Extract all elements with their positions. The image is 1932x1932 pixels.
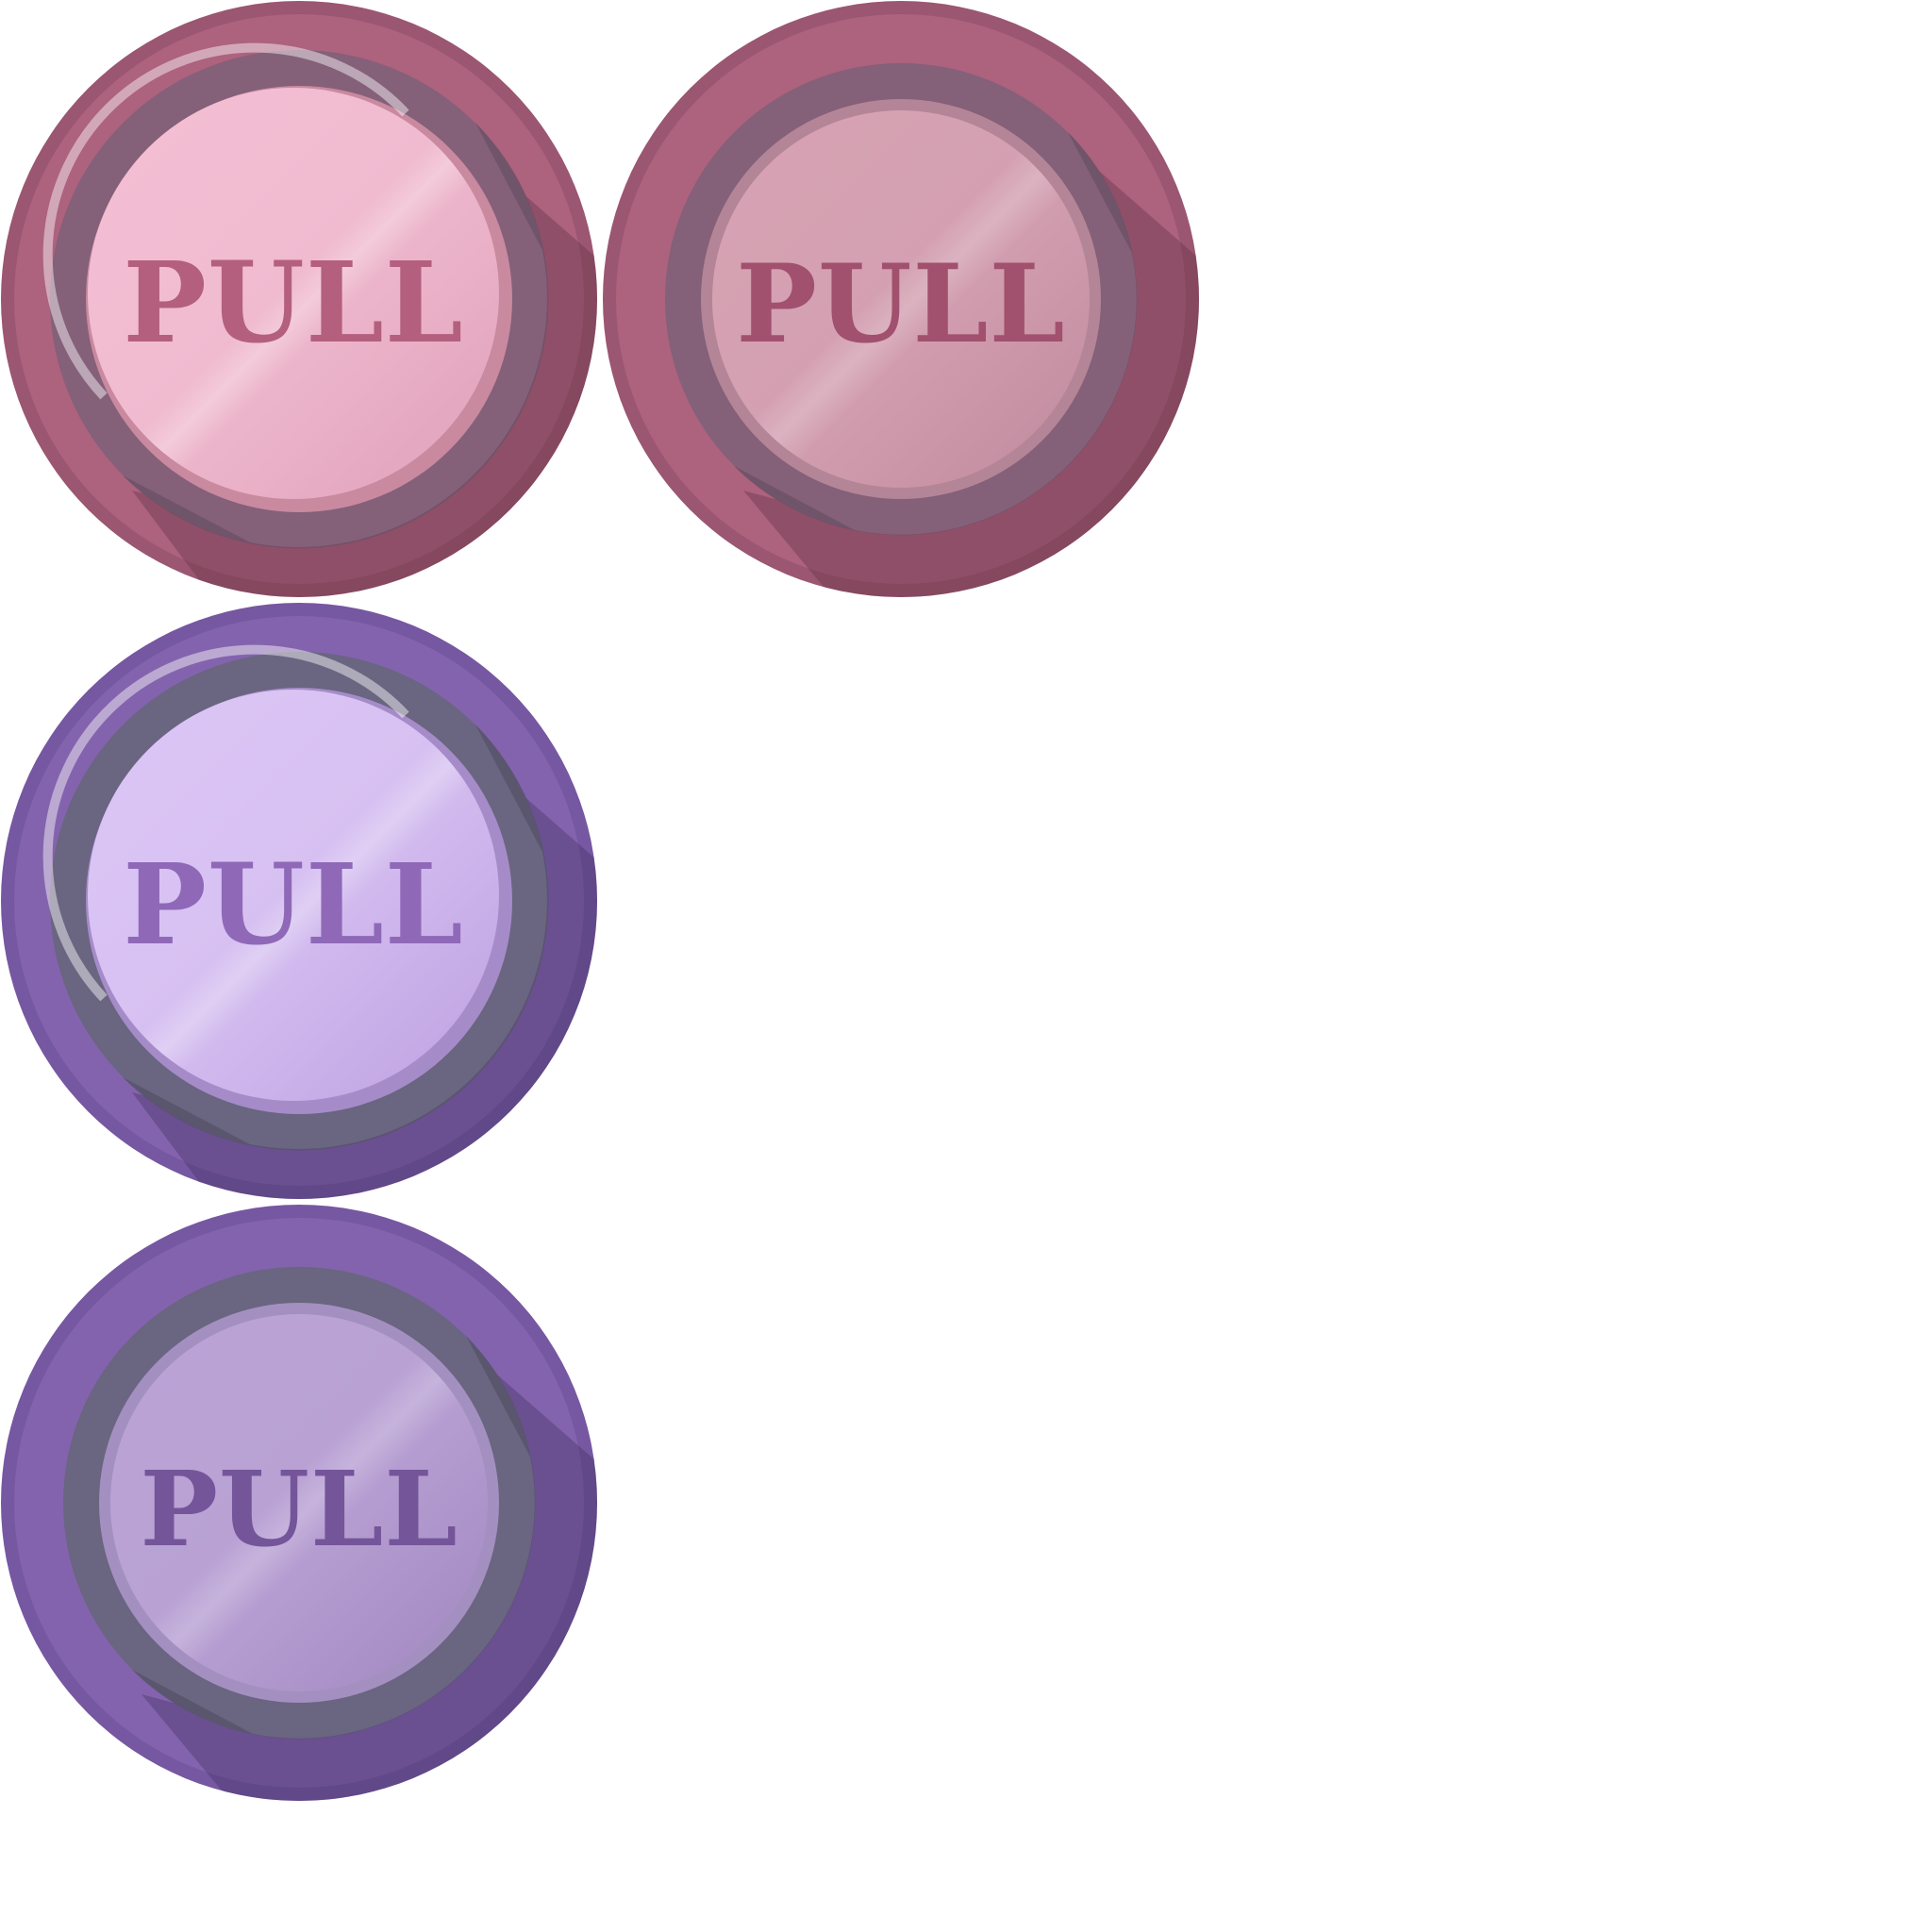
- button-face-gloss: [110, 1314, 488, 1691]
- button-face-highlight: [42, 644, 409, 1002]
- pull-label: PULL: [736, 241, 1065, 367]
- button-face-gloss: [712, 110, 1090, 488]
- button-ring-shade: [123, 724, 549, 1151]
- button-face-highlight: [42, 42, 409, 400]
- button-ring-shade: [123, 123, 549, 549]
- pull-button-purple[interactable]: PULL: [0, 602, 604, 1206]
- button-ring-shade: [132, 1336, 536, 1740]
- button-face-gloss: [88, 690, 499, 1101]
- button-ring-shade: [734, 132, 1138, 536]
- pull-button-pink[interactable]: PULL: [0, 0, 604, 604]
- pull-button-purple-pressed[interactable]: PULL: [0, 1204, 604, 1807]
- pull-label: PULL: [123, 839, 464, 970]
- pull-label: PULL: [123, 237, 464, 368]
- button-face-gloss: [88, 88, 499, 499]
- pull-button-pink-pressed[interactable]: PULL: [602, 0, 1206, 604]
- pull-label: PULL: [140, 1448, 458, 1570]
